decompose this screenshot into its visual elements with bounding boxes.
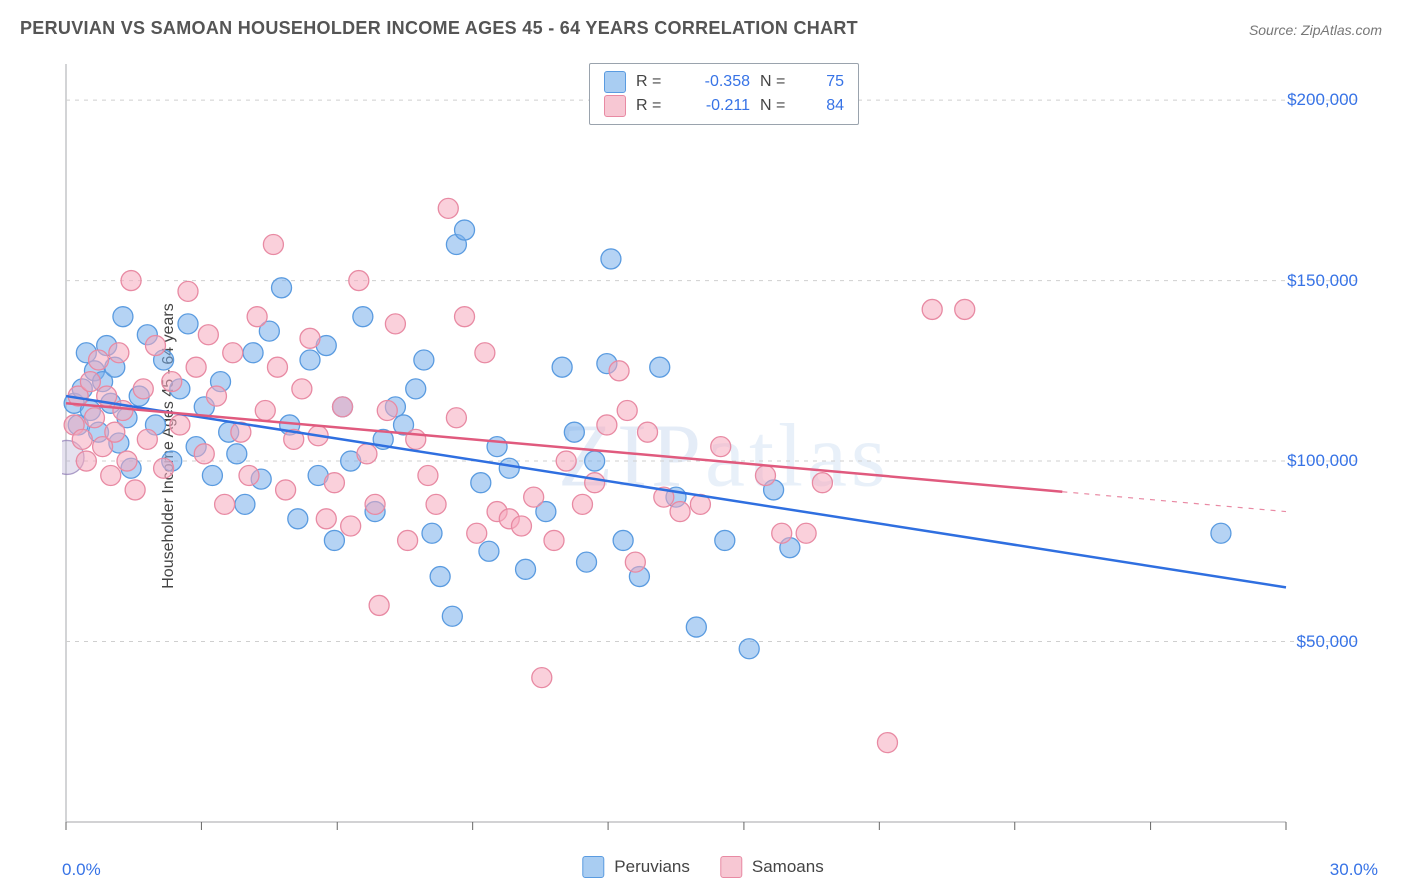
legend-swatch <box>720 856 742 878</box>
legend-swatch <box>582 856 604 878</box>
chart-source: Source: ZipAtlas.com <box>1249 22 1382 38</box>
legend-label: Peruvians <box>614 857 690 877</box>
n-value: 75 <box>804 70 844 94</box>
x-axis-min-label: 0.0% <box>62 860 101 880</box>
plot-area: ZIPatlas R = -0.358 N = 75 R = -0.211 N … <box>62 60 1386 852</box>
y-tick-label: $50,000 <box>1297 632 1358 652</box>
y-tick-label: $150,000 <box>1287 271 1358 291</box>
legend-label: Samoans <box>752 857 824 877</box>
r-value: -0.211 <box>680 94 750 118</box>
n-label: N = <box>760 94 794 118</box>
y-tick-label: $200,000 <box>1287 90 1358 110</box>
r-value: -0.358 <box>680 70 750 94</box>
scatter-plot <box>62 60 1386 852</box>
chart-title: PERUVIAN VS SAMOAN HOUSEHOLDER INCOME AG… <box>20 18 858 39</box>
legend-series: Peruvians Samoans <box>582 856 823 878</box>
legend-swatch <box>604 71 626 93</box>
x-axis-max-label: 30.0% <box>1330 860 1378 880</box>
r-label: R = <box>636 70 670 94</box>
r-label: R = <box>636 94 670 118</box>
y-tick-label: $100,000 <box>1287 451 1358 471</box>
legend-swatch <box>604 95 626 117</box>
n-value: 84 <box>804 94 844 118</box>
n-label: N = <box>760 70 794 94</box>
legend-correlation: R = -0.358 N = 75 R = -0.211 N = 84 <box>589 63 859 125</box>
